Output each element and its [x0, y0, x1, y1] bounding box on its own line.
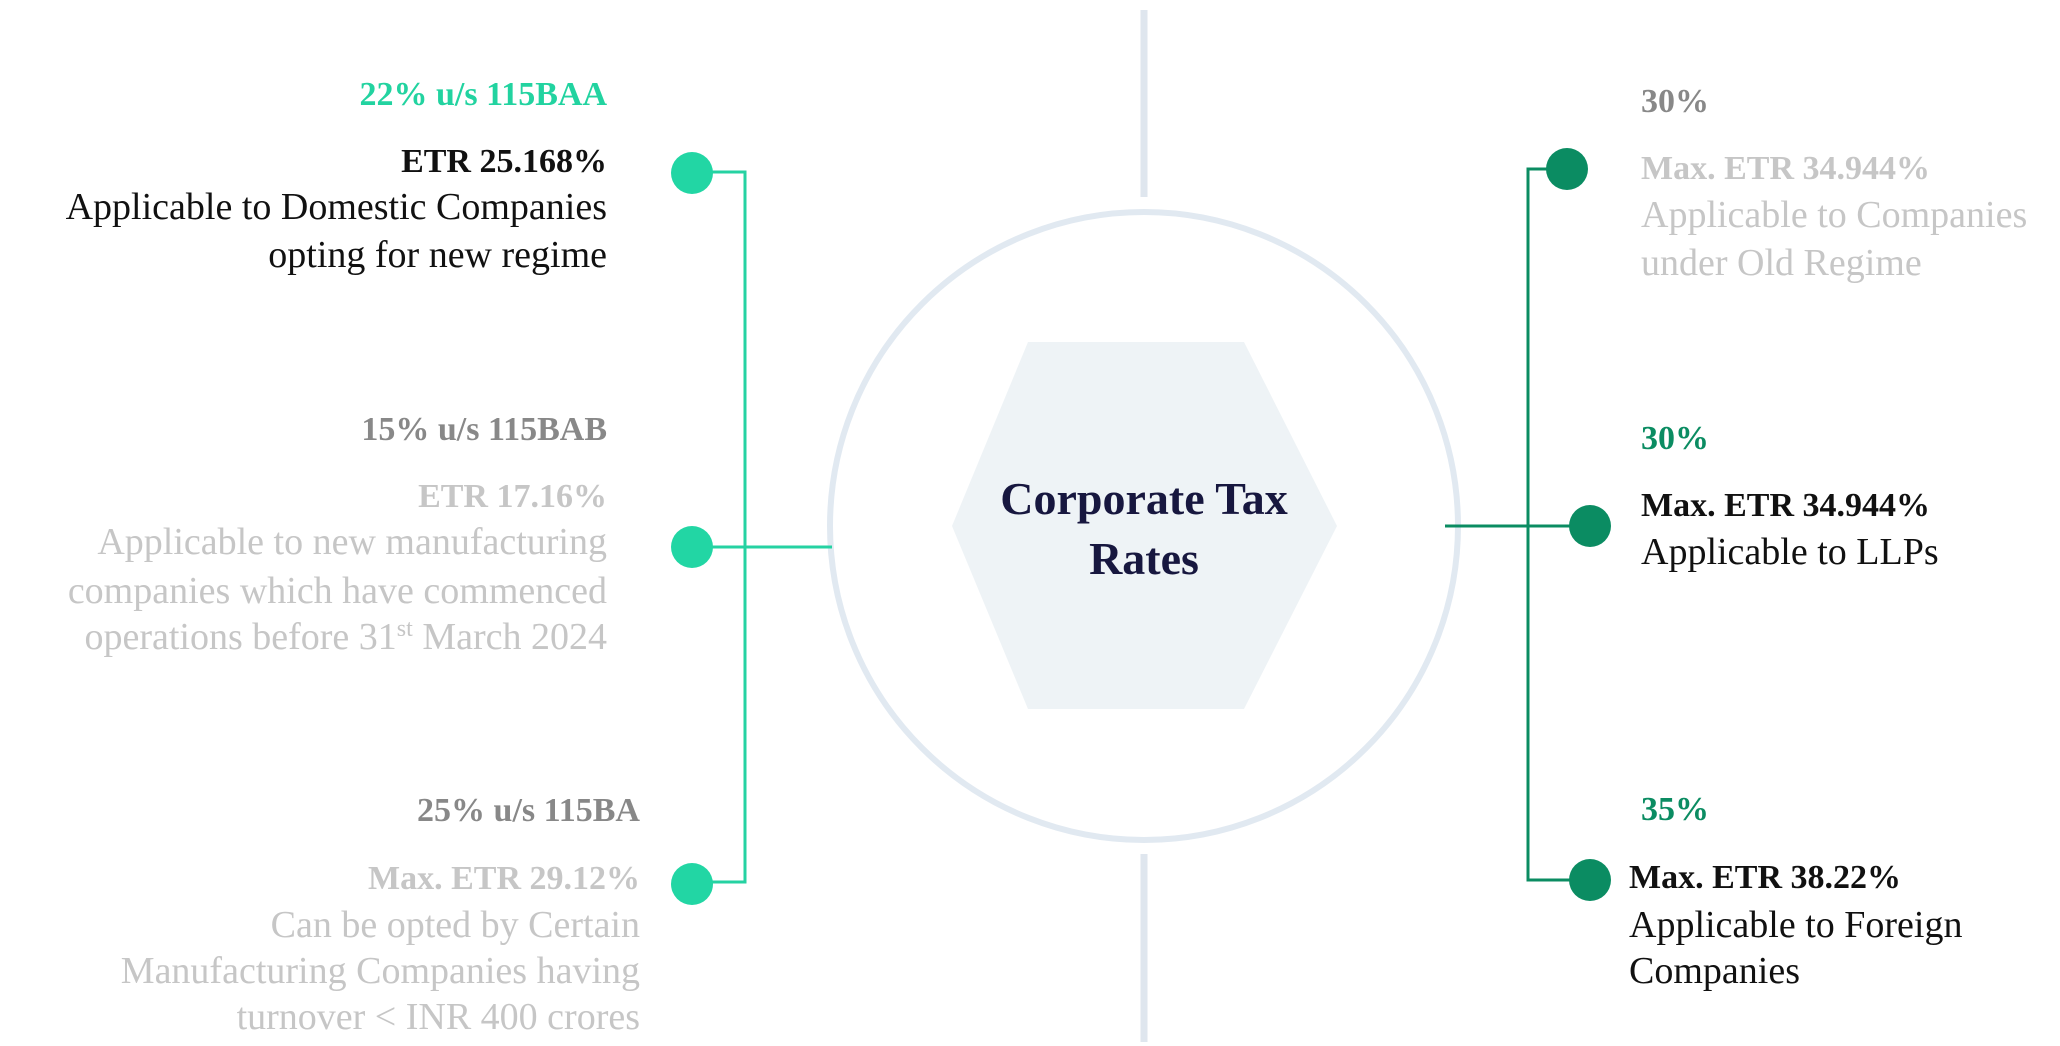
description: Can be opted by Certain	[271, 904, 640, 946]
rate-heading: 30%	[1641, 420, 1709, 457]
description: turnover < INR 400 crores	[237, 996, 640, 1038]
etr-label: Max. ETR 38.22%	[1629, 859, 1901, 896]
description: Companies	[1629, 950, 1800, 992]
description-part: st	[397, 616, 413, 642]
dot	[1569, 505, 1611, 547]
bracket	[692, 170, 747, 884]
description: Applicable to Domestic Companies	[66, 186, 607, 228]
center-title: Rates	[1089, 533, 1199, 584]
etr-label: Max. ETR 34.944%	[1641, 150, 1930, 187]
dot	[1569, 859, 1611, 901]
dot	[671, 863, 713, 905]
rate-heading: 15% u/s 115BAB	[361, 411, 607, 448]
description: under Old Regime	[1641, 242, 1922, 284]
description: Applicable to new manufacturing	[97, 521, 607, 563]
rate-heading: 25% u/s 115BA	[417, 792, 640, 829]
description: companies which have commenced	[68, 570, 607, 612]
description: Applicable to Companies	[1641, 194, 2027, 236]
description-part: March 2024	[413, 616, 607, 658]
description: Applicable to Foreign	[1629, 904, 1962, 946]
rate-heading: 22% u/s 115BAA	[360, 76, 608, 113]
center-title: Corporate Tax	[1000, 473, 1288, 524]
etr-label: Max. ETR 34.944%	[1641, 487, 1930, 524]
rate-heading: 35%	[1641, 791, 1709, 828]
etr-label: ETR 17.16%	[418, 478, 607, 515]
etr-label: Max. ETR 29.12%	[368, 860, 640, 897]
rate-heading: 30%	[1641, 83, 1709, 120]
description-part: operations before 31	[84, 616, 396, 658]
dot	[671, 526, 713, 568]
description: opting for new regime	[268, 234, 607, 276]
description: Applicable to LLPs	[1641, 531, 1939, 573]
description: operations before 31st March 2024	[84, 616, 607, 658]
hexagon	[952, 342, 1337, 709]
dot	[1546, 148, 1588, 190]
dot	[671, 152, 713, 194]
etr-label: ETR 25.168%	[401, 143, 607, 180]
description: Manufacturing Companies having	[121, 950, 640, 992]
